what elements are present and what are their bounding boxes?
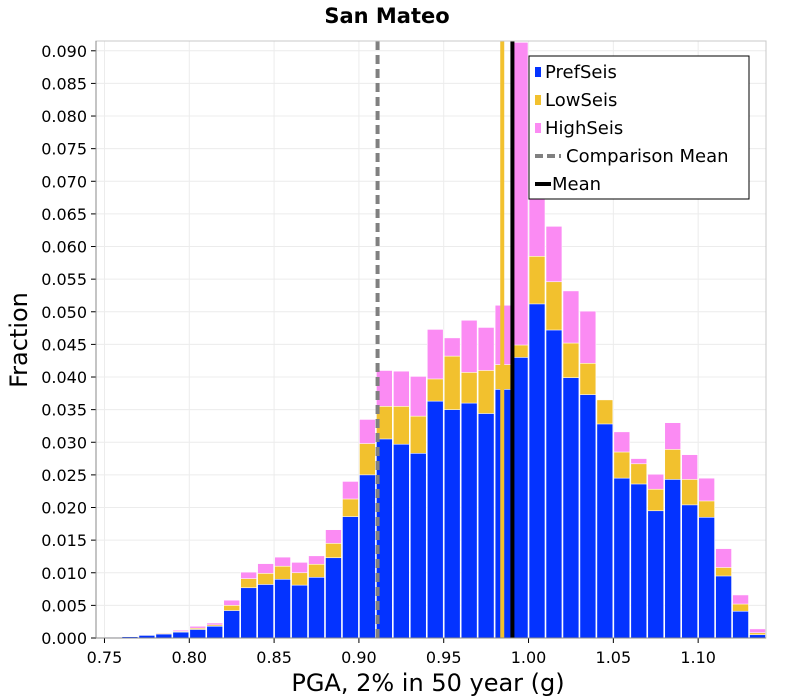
bar-prefseis [545, 329, 563, 638]
bar-prefseis [325, 557, 342, 638]
bar-prefseis [528, 303, 546, 638]
legend-swatch-lowseis [535, 95, 541, 105]
bar-prefseis [664, 479, 681, 638]
bar-prefseis [240, 587, 257, 638]
x-tick-label: 0.80 [171, 648, 207, 667]
bar-prefseis [613, 477, 631, 638]
bar-prefseis [342, 516, 359, 638]
bar-prefseis [443, 409, 461, 638]
bar-prefseis [596, 423, 614, 638]
y-tick-label: 0.065 [41, 205, 87, 224]
legend-label-highseis: HighSeis [545, 118, 623, 139]
y-tick-label: 0.045 [41, 335, 87, 354]
bar-prefseis [308, 577, 325, 638]
bar-prefseis [511, 357, 529, 638]
legend-swatch-highseis [535, 123, 541, 133]
bar-prefseis [732, 610, 749, 638]
legend-swatch-prefseis [535, 67, 541, 77]
y-tick-label: 0.080 [41, 107, 87, 126]
y-tick-label: 0.015 [41, 531, 87, 550]
bar-prefseis [715, 575, 732, 638]
histogram-bars [104, 42, 766, 638]
bar-prefseis [630, 483, 648, 638]
y-tick-label: 0.075 [41, 140, 87, 159]
bar-prefseis [155, 633, 173, 638]
chart-title: San Mateo [324, 4, 449, 28]
y-tick-label: 0.005 [41, 596, 87, 615]
x-axis: 0.75 0.80 0.85 0.90 0.95 1.00 1.05 1.10 [87, 637, 766, 667]
bar-prefseis [460, 402, 478, 638]
x-tick-label: 0.95 [426, 648, 462, 667]
x-axis-title: PGA, 2% in 50 year (g) [291, 669, 564, 697]
bar-prefseis [698, 516, 715, 638]
y-tick-label: 0.090 [41, 42, 87, 61]
x-tick-label: 1.00 [511, 648, 547, 667]
y-tick-label: 0.000 [41, 629, 87, 648]
bar-prefseis [206, 625, 224, 638]
bar-prefseis [274, 578, 291, 638]
bar-prefseis [579, 394, 597, 638]
bar-prefseis [409, 453, 427, 638]
legend-label-lowseis: LowSeis [545, 90, 617, 111]
x-tick-label: 0.85 [256, 648, 292, 667]
y-tick-label: 0.085 [41, 74, 87, 93]
bar-layer [104, 42, 766, 638]
legend-label-comparison-mean: Comparison Mean [566, 146, 729, 167]
x-tick-label: 1.05 [596, 648, 632, 667]
bar-prefseis [477, 413, 495, 638]
grid-lines [96, 41, 766, 639]
y-tick-label: 0.050 [41, 303, 87, 322]
y-axis-title: Fraction [5, 292, 33, 388]
y-tick-label: 0.030 [41, 433, 87, 452]
bar-prefseis [426, 400, 444, 638]
y-tick-label: 0.070 [41, 172, 87, 191]
bar-prefseis [647, 510, 665, 638]
y-tick-label: 0.010 [41, 564, 87, 583]
y-tick-label: 0.020 [41, 499, 87, 518]
y-axis: 0.000 0.005 0.010 0.015 0.020 0.025 0.030 0.035… [41, 41, 97, 648]
reference-lines [375, 41, 515, 638]
y-tick-label: 0.060 [41, 238, 87, 257]
legend-label-prefseis: PrefSeis [545, 62, 617, 83]
legend: PrefSeis LowSeis HighSeis Comparison Mean Me… [528, 55, 750, 200]
y-tick-label: 0.025 [41, 466, 87, 485]
x-tick-label: 0.75 [87, 648, 123, 667]
bar-prefseis [223, 610, 240, 638]
bar-prefseis [393, 443, 410, 638]
legend-box [528, 55, 750, 200]
y-tick-label: 0.055 [41, 270, 87, 289]
bar-prefseis [172, 631, 190, 638]
x-tick-label: 0.90 [341, 648, 377, 667]
x-tick-label: 1.10 [680, 648, 716, 667]
bar-prefseis [681, 504, 698, 638]
y-tick-label: 0.040 [41, 368, 87, 387]
bar-prefseis [291, 584, 308, 638]
bar-prefseis [257, 584, 274, 638]
bar-prefseis [359, 474, 376, 638]
y-tick-label: 0.035 [41, 401, 87, 420]
bar-prefseis [189, 629, 207, 638]
legend-label-mean: Mean [552, 174, 601, 195]
bar-prefseis [562, 377, 580, 638]
